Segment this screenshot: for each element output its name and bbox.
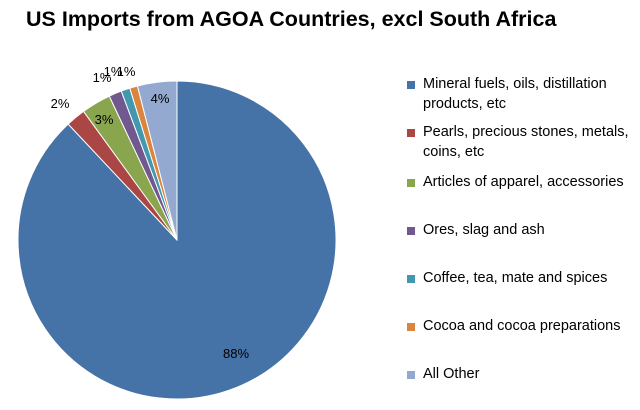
legend-label: All Other — [423, 366, 480, 382]
legend-item-all-other: All Other — [407, 364, 629, 384]
legend-item-pearls: Pearls, precious stones, metals, coins, … — [407, 122, 629, 162]
legend-label: Pearls, precious stones, metals, coins, … — [423, 124, 629, 160]
data-label: 4% — [151, 91, 170, 106]
data-label: 1% — [93, 70, 112, 85]
legend-swatch — [407, 81, 415, 89]
legend-label: Coffee, tea, mate and spices — [423, 270, 608, 286]
legend-item-mineral-fuels: Mineral fuels, oils, distillation produc… — [407, 74, 629, 114]
legend-label: Articles of apparel, accessories — [423, 174, 624, 190]
legend-swatch — [407, 323, 415, 331]
legend-item-coffee: Coffee, tea, mate and spices — [407, 268, 629, 288]
legend-swatch — [407, 275, 415, 283]
legend-item-ores: Ores, slag and ash — [407, 220, 629, 240]
legend-swatch — [407, 371, 415, 379]
legend-swatch — [407, 129, 415, 137]
data-label: 1% — [104, 64, 123, 79]
legend-item-apparel: Articles of apparel, accessories — [407, 172, 629, 192]
legend-swatch — [407, 227, 415, 235]
data-label: 1% — [117, 64, 136, 79]
pie-slice — [136, 80, 178, 241]
legend-label: Ores, slag and ash — [423, 222, 545, 238]
legend-swatch — [407, 179, 415, 187]
chart-title: US Imports from AGOA Countries, excl Sou… — [26, 7, 557, 31]
data-label: 3% — [95, 112, 114, 127]
legend-label: Mineral fuels, oils, distillation produc… — [423, 76, 607, 112]
legend-label: Cocoa and cocoa preparations — [423, 318, 621, 334]
data-label: 2% — [51, 96, 70, 111]
legend-item-cocoa: Cocoa and cocoa preparations — [407, 316, 629, 336]
data-label: 88% — [223, 346, 249, 361]
